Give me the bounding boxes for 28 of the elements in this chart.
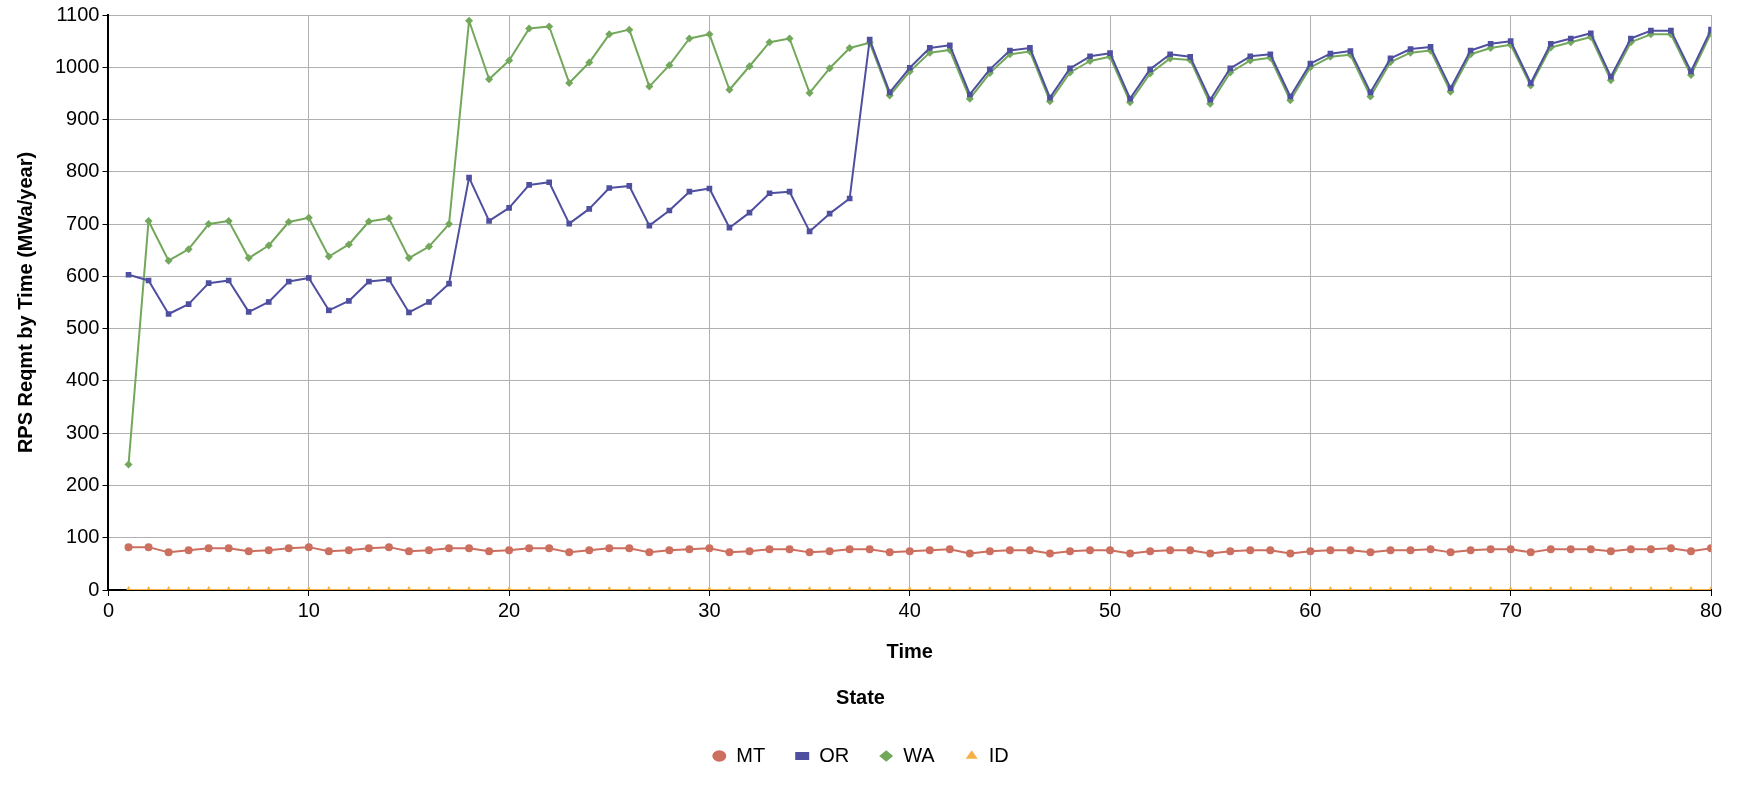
y-tick-label: 800 [66,159,100,182]
y-tick-label: 100 [66,525,100,548]
x-tick-label: 70 [1499,598,1522,621]
x-tick-label: 50 [1098,598,1122,621]
y-tick-label: 900 [66,107,100,130]
y-tick-label: 200 [66,472,100,495]
x-tick-label: 20 [497,598,521,621]
x-tick-label: 30 [698,598,721,621]
legend-label: ID [988,743,1009,766]
x-tick-label: 10 [297,598,320,621]
x-tick-label: 60 [1299,598,1322,621]
x-tick-label: 0 [102,598,115,621]
y-tick-label: 1100 [56,2,100,25]
y-tick-label: 700 [66,211,100,234]
x-tick-label: 80 [1699,598,1723,621]
y-tick-label: 1000 [54,54,100,77]
y-tick-label: 300 [66,420,100,443]
legend-label: OR [819,743,850,766]
y-tick-label: 600 [66,263,100,286]
legend-label: WA [903,743,936,766]
legend-title: State [836,685,885,708]
y-tick-label: 400 [66,368,100,391]
legend-label: MT [736,743,766,766]
y-tick-label: 500 [66,316,100,339]
y-axis-title: RPS Reqmt by Time (MWa/year) [13,151,36,454]
x-tick-label: 40 [898,598,921,621]
y-tick-label: 0 [88,577,100,600]
x-axis-title: Time [886,639,933,662]
